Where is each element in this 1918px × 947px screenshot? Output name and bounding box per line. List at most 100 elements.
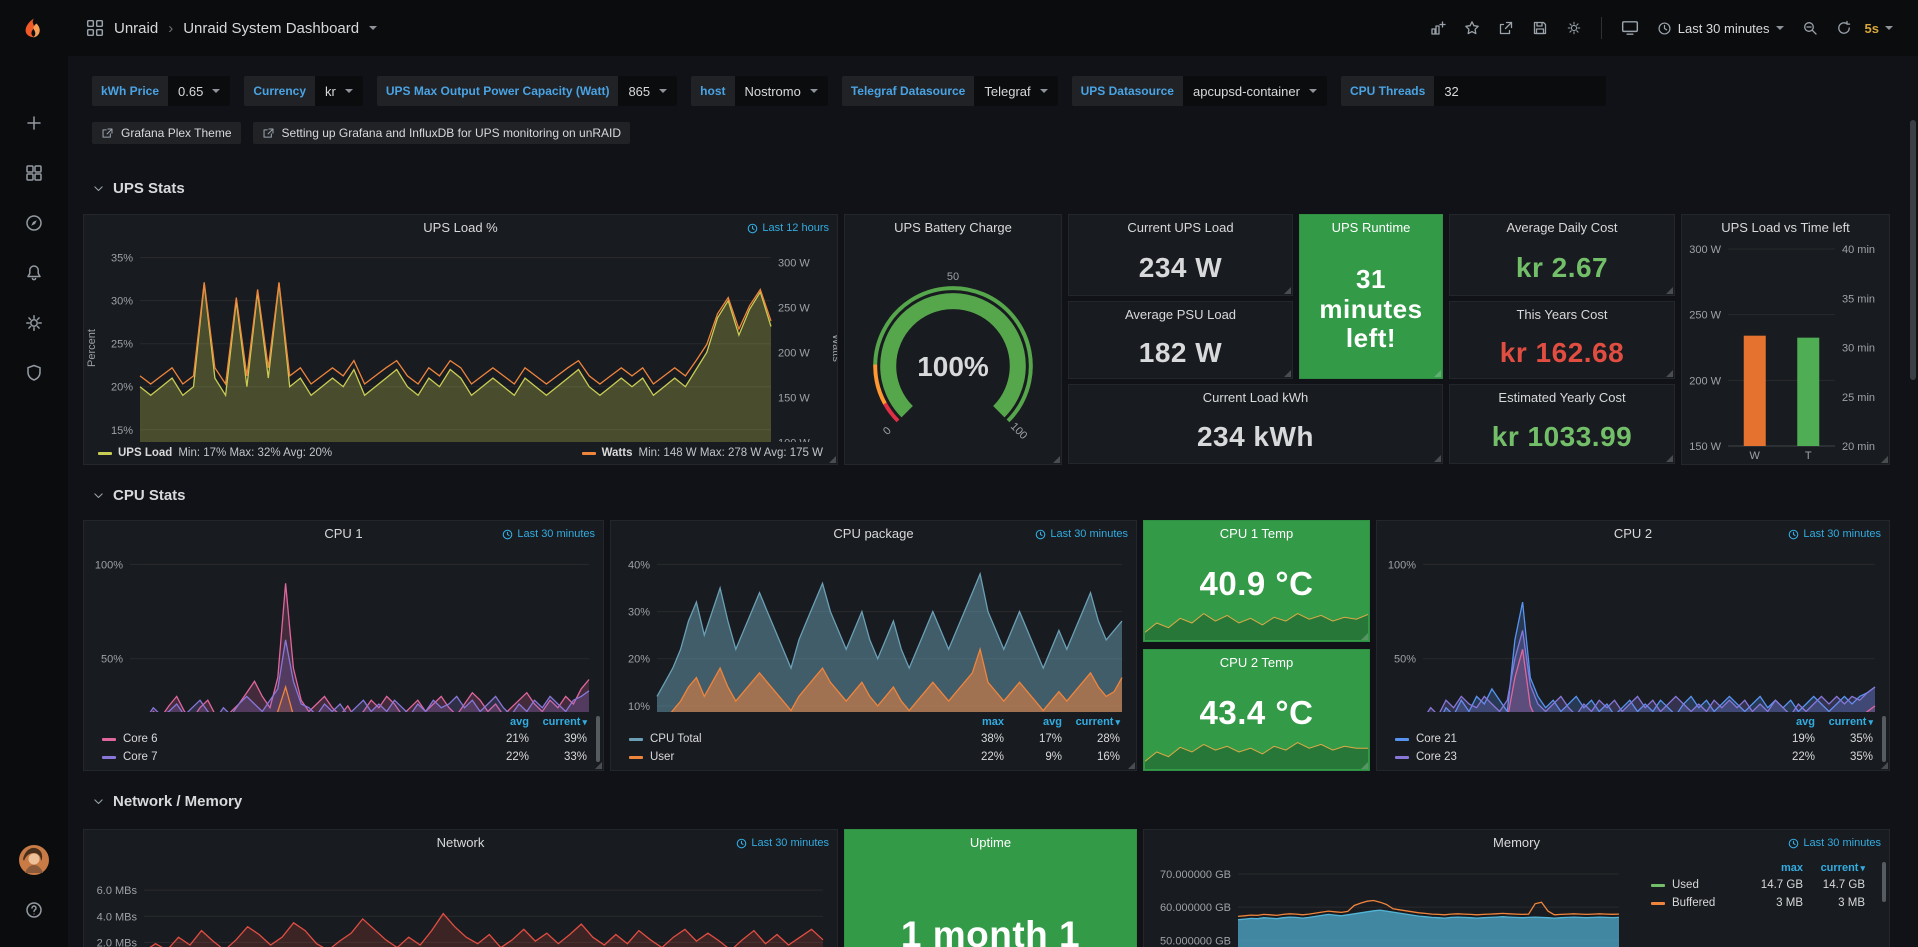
variable-value-dropdown[interactable]: 0.65 — [168, 76, 231, 106]
panel-resize-handle[interactable] — [1881, 456, 1888, 463]
panel-resize-handle[interactable] — [595, 762, 602, 769]
panel-title[interactable]: Current UPS Load — [1127, 220, 1234, 235]
legend-item[interactable]: Used — [1651, 879, 1741, 891]
legend-item[interactable]: Core 23 — [1395, 751, 1757, 763]
panel-title[interactable]: Average Daily Cost — [1506, 220, 1618, 235]
panel-title[interactable]: UPS Load % — [423, 220, 498, 235]
legend-item[interactable]: Core 7 — [102, 751, 471, 763]
configuration-button[interactable] — [11, 300, 57, 346]
panel-resize-handle[interactable] — [1666, 370, 1673, 377]
memory-chart[interactable]: 50.000000 GB 60.000000 GB 70.000000 GB — [1144, 856, 1633, 947]
cpu2-chart[interactable]: 0%50%100%19:5019:5520:0020:0520:1020:15 — [1377, 547, 1889, 712]
zoom-out-button[interactable] — [1795, 13, 1825, 43]
panel-title[interactable]: CPU package — [833, 526, 914, 541]
caret-down-icon[interactable] — [369, 26, 378, 30]
panel-resize-handle[interactable] — [1881, 762, 1888, 769]
explore-button[interactable] — [11, 200, 57, 246]
legend-item[interactable]: Watts Min: 148 W Max: 278 W Avg: 175 W — [581, 447, 823, 459]
legend-item[interactable]: Core 21 — [1395, 733, 1757, 745]
breadcrumb-folder[interactable]: Unraid — [114, 19, 159, 37]
cpu-threads-input[interactable] — [1434, 76, 1607, 106]
dashboards-button[interactable] — [11, 150, 57, 196]
panel-resize-handle[interactable] — [1284, 370, 1291, 377]
link-label: Setting up Grafana and InfluxDB for UPS … — [281, 126, 622, 140]
cycle-view-button[interactable] — [1614, 12, 1646, 44]
legend-sort-column[interactable]: current — [1803, 862, 1865, 874]
grafana-logo[interactable] — [0, 0, 68, 62]
legend-sort-column[interactable]: current — [1062, 716, 1120, 728]
help-button[interactable] — [11, 887, 57, 933]
refresh-interval-dropdown[interactable]: 5s — [1863, 14, 1900, 43]
panel-title[interactable]: Average PSU Load — [1124, 307, 1237, 322]
variable-value-dropdown[interactable]: kr — [315, 76, 363, 106]
section-network-memory[interactable]: Network / Memory — [92, 793, 242, 810]
variable-value-dropdown[interactable]: apcupsd-container — [1182, 76, 1327, 106]
panel-resize-handle[interactable] — [1361, 633, 1368, 640]
page-scrollbar[interactable] — [1910, 120, 1916, 380]
load-vs-time-chart[interactable]: 150 W 200 W 250 W 300 W 20 min 25 min 30 min 35… — [1682, 241, 1889, 464]
legend-item[interactable]: UPS Load Min: 17% Max: 32% Avg: 20% — [98, 447, 332, 459]
panel-title[interactable]: Network — [436, 835, 485, 850]
legend-item[interactable]: CPU Total — [629, 733, 946, 745]
link-ups-monitoring-guide[interactable]: Setting up Grafana and InfluxDB for UPS … — [252, 122, 631, 144]
panel-resize-handle[interactable] — [1284, 287, 1291, 294]
panel-resize-handle[interactable] — [1666, 287, 1673, 294]
panel-title[interactable]: Memory — [1493, 835, 1540, 850]
legend-sort-column[interactable]: max — [1780, 862, 1803, 874]
legend-scrollbar[interactable] — [1882, 862, 1886, 902]
panel-title[interactable]: Uptime — [969, 835, 1012, 850]
legend-sort-column[interactable]: avg — [1043, 716, 1062, 728]
save-button[interactable] — [1525, 13, 1555, 43]
share-button[interactable] — [1491, 13, 1521, 43]
legend-sort-column[interactable]: current — [1815, 716, 1873, 728]
panel-title[interactable]: CPU 2 — [1613, 526, 1653, 541]
panel-title[interactable]: CPU 1 — [324, 526, 363, 541]
alerting-button[interactable] — [11, 250, 57, 296]
panel-title[interactable]: Estimated Yearly Cost — [1498, 390, 1626, 405]
legend-item[interactable]: Buffered — [1651, 897, 1741, 909]
breadcrumb-dashboard-title[interactable]: Unraid System Dashboard — [183, 19, 360, 37]
panel-resize-handle[interactable] — [1434, 370, 1441, 377]
panel-resize-handle[interactable] — [829, 456, 836, 463]
time-picker-button[interactable]: Last 30 minutes — [1650, 14, 1791, 43]
star-button[interactable] — [1457, 13, 1487, 43]
legend-sort-column[interactable]: avg — [1796, 716, 1815, 728]
refresh-button[interactable] — [1829, 13, 1859, 43]
avatar[interactable] — [11, 837, 57, 883]
panel-title[interactable]: UPS Battery Charge — [894, 220, 1012, 235]
panel-title[interactable]: CPU 1 Temp — [1219, 526, 1294, 541]
legend-scrollbar[interactable] — [1882, 716, 1886, 762]
panel-title[interactable]: UPS Load vs Time left — [1721, 220, 1850, 235]
ups-load-chart[interactable]: 15% 20% 25% 30% 35% 100 W 150 W 200 W 250 W 300 W… — [84, 241, 837, 442]
apps-grid-icon[interactable] — [86, 19, 104, 37]
cpu-package-chart[interactable]: 0%10%20%30%40%19:5019:5520:0020:0520:102… — [611, 547, 1136, 712]
legend-scrollbar[interactable] — [596, 716, 600, 762]
create-button[interactable] — [11, 100, 57, 146]
panel-title[interactable]: UPS Runtime — [1331, 220, 1411, 235]
variable-value-dropdown[interactable]: Nostromo — [734, 76, 828, 106]
panel-resize-handle[interactable] — [1053, 456, 1060, 463]
panel-resize-handle[interactable] — [1361, 762, 1368, 769]
panel-resize-handle[interactable] — [1128, 762, 1135, 769]
network-chart[interactable]: 2.0 MBs 4.0 MBs 6.0 MBs — [84, 856, 837, 947]
add-panel-button[interactable] — [1423, 13, 1453, 43]
panel-title[interactable]: Current Load kWh — [1202, 390, 1309, 405]
legend-item[interactable]: User — [629, 751, 946, 763]
section-cpu-stats[interactable]: CPU Stats — [92, 487, 186, 504]
variable-value-dropdown[interactable]: Telegraf — [974, 76, 1058, 106]
link-grafana-plex-theme[interactable]: Grafana Plex Theme — [92, 122, 241, 144]
variable-value-dropdown[interactable]: 865 — [618, 76, 678, 106]
legend-sort-column[interactable]: current — [529, 716, 587, 728]
server-admin-button[interactable] — [11, 350, 57, 396]
legend-sort-column[interactable]: max — [981, 716, 1004, 728]
panel-resize-handle[interactable] — [1434, 455, 1441, 462]
panel-title[interactable]: This Years Cost — [1516, 307, 1608, 322]
legend-sort-column[interactable]: avg — [510, 716, 529, 728]
panel-resize-handle[interactable] — [1666, 455, 1673, 462]
panel-title[interactable]: CPU 2 Temp — [1219, 655, 1294, 670]
dashboard-settings-button[interactable] — [1559, 13, 1589, 43]
legend-item[interactable]: Core 6 — [102, 733, 471, 745]
section-ups-stats[interactable]: UPS Stats — [92, 180, 185, 197]
cpu1-chart[interactable]: 0%50%100%19:5019:5520:0020:0520:1020:15 — [84, 547, 603, 712]
